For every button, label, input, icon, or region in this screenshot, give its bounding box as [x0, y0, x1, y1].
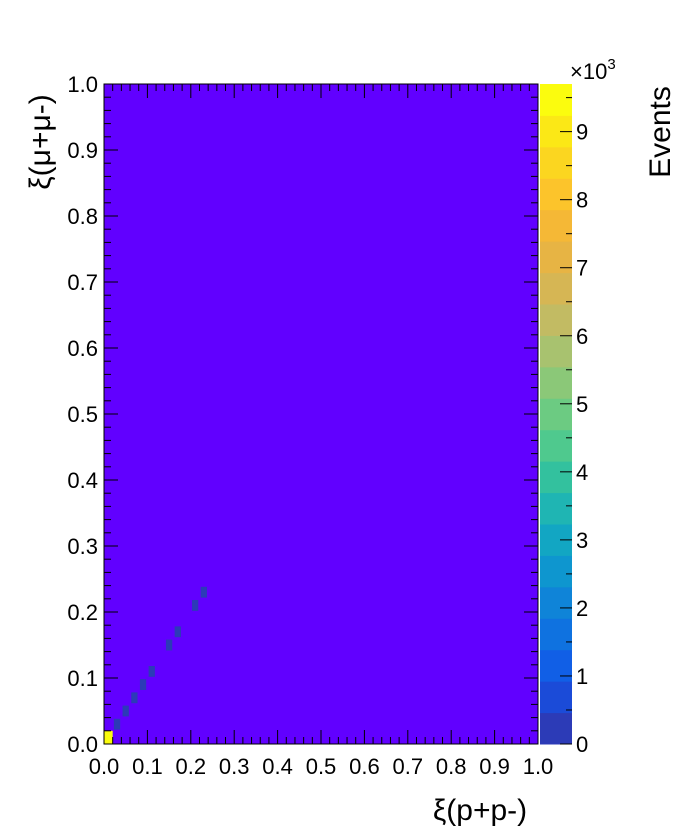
colorbar: 0 1 2 3 4 5 6 7 8 9 — [540, 84, 588, 757]
y-tick-label: 0.5 — [67, 402, 98, 427]
colorbar-segment — [540, 429, 572, 462]
colorbar-tick-label: 8 — [576, 188, 588, 213]
x-tick-label: 0.8 — [436, 754, 467, 779]
colorbar-segment — [540, 272, 572, 305]
x-axis-title: ξ(p+p-) — [433, 794, 527, 827]
x-tick-label: 0.5 — [306, 754, 337, 779]
colorbar-tick-label: 1 — [576, 664, 588, 689]
heatmap-cell — [104, 730, 113, 744]
colorbar-segment — [540, 366, 572, 399]
heatmap-cell — [174, 626, 181, 638]
y-tick-label: 1.0 — [67, 72, 98, 97]
y-tick-label: 0.4 — [67, 468, 98, 493]
colorbar-segment — [540, 146, 572, 179]
colorbar-segment — [540, 681, 572, 714]
heatmap-cells — [104, 586, 207, 744]
colorbar-multiplier-exponent: 3 — [607, 56, 615, 73]
colorbar-tick-label: 7 — [576, 256, 588, 281]
heatmap-cell — [139, 679, 147, 690]
x-tick-label: 0.9 — [479, 754, 510, 779]
x-axis: 0.0 0.1 0.2 0.3 0.4 0.5 0.6 0.7 0.8 0.9 1.0 — [89, 84, 554, 779]
x-tick-label: 0.3 — [219, 754, 250, 779]
colorbar-segment — [540, 84, 572, 116]
y-tick-label: 0.6 — [67, 336, 98, 361]
x-tick-label: 0.4 — [262, 754, 293, 779]
colorbar-tick-label: 4 — [576, 460, 588, 485]
colorbar-segment — [540, 492, 572, 525]
colorbar-segment — [540, 586, 572, 619]
colorbar-segment — [540, 461, 572, 494]
colorbar-segment — [540, 555, 572, 588]
x-tick-label: 0.0 — [89, 754, 120, 779]
x-tick-label: 0.1 — [132, 754, 163, 779]
x-tick-label: 0.6 — [349, 754, 380, 779]
y-tick-label: 0.1 — [67, 666, 98, 691]
y-axis: 0.0 0.1 0.2 0.3 0.4 0.5 0.6 0.7 0.8 0.9 1.0 — [67, 72, 538, 757]
heatmap-cell — [192, 600, 199, 611]
heatmap-cell — [165, 639, 173, 651]
colorbar-segment — [540, 712, 572, 745]
x-tick-label: 0.7 — [393, 754, 424, 779]
heatmap-cell — [122, 705, 129, 717]
colorbar-tick-label: 9 — [576, 120, 588, 145]
y-tick-label: 0.2 — [67, 600, 98, 625]
x-tick-label: 1.0 — [523, 754, 554, 779]
heatmap-cell — [113, 718, 121, 730]
colorbar-tick-label: 6 — [576, 324, 588, 349]
y-tick-label: 0.9 — [67, 138, 98, 163]
y-tick-label: 0.8 — [67, 204, 98, 229]
colorbar-tick-label: 0 — [576, 732, 588, 757]
colorbar-segment — [540, 398, 572, 431]
colorbar-segment — [540, 209, 572, 242]
colorbar-segment — [540, 335, 572, 368]
colorbar-multiplier-base: ×10 — [570, 59, 607, 84]
y-axis-title: ξ(μ+μ-) — [24, 94, 57, 190]
colorbar-tick-label: 5 — [576, 392, 588, 417]
colorbar-tick-label: 2 — [576, 596, 588, 621]
colorbar-tick-label: 3 — [576, 528, 588, 553]
colorbar-multiplier: ×103 — [570, 56, 616, 84]
colorbar-segment — [540, 618, 572, 651]
colorbar-segment — [540, 178, 572, 211]
colorbar-segment — [540, 241, 572, 274]
heatmap-cell — [200, 586, 207, 598]
y-tick-label: 0.7 — [67, 270, 98, 295]
colorbar-segment — [540, 649, 572, 682]
y-tick-label: 0.3 — [67, 534, 98, 559]
heatmap-cell — [131, 692, 138, 704]
heatmap-cell — [148, 666, 155, 677]
y-tick-label: 0.0 — [67, 732, 98, 757]
colorbar-title: Events — [644, 86, 677, 178]
x-tick-label: 0.2 — [176, 754, 207, 779]
colorbar-segment — [540, 304, 572, 336]
